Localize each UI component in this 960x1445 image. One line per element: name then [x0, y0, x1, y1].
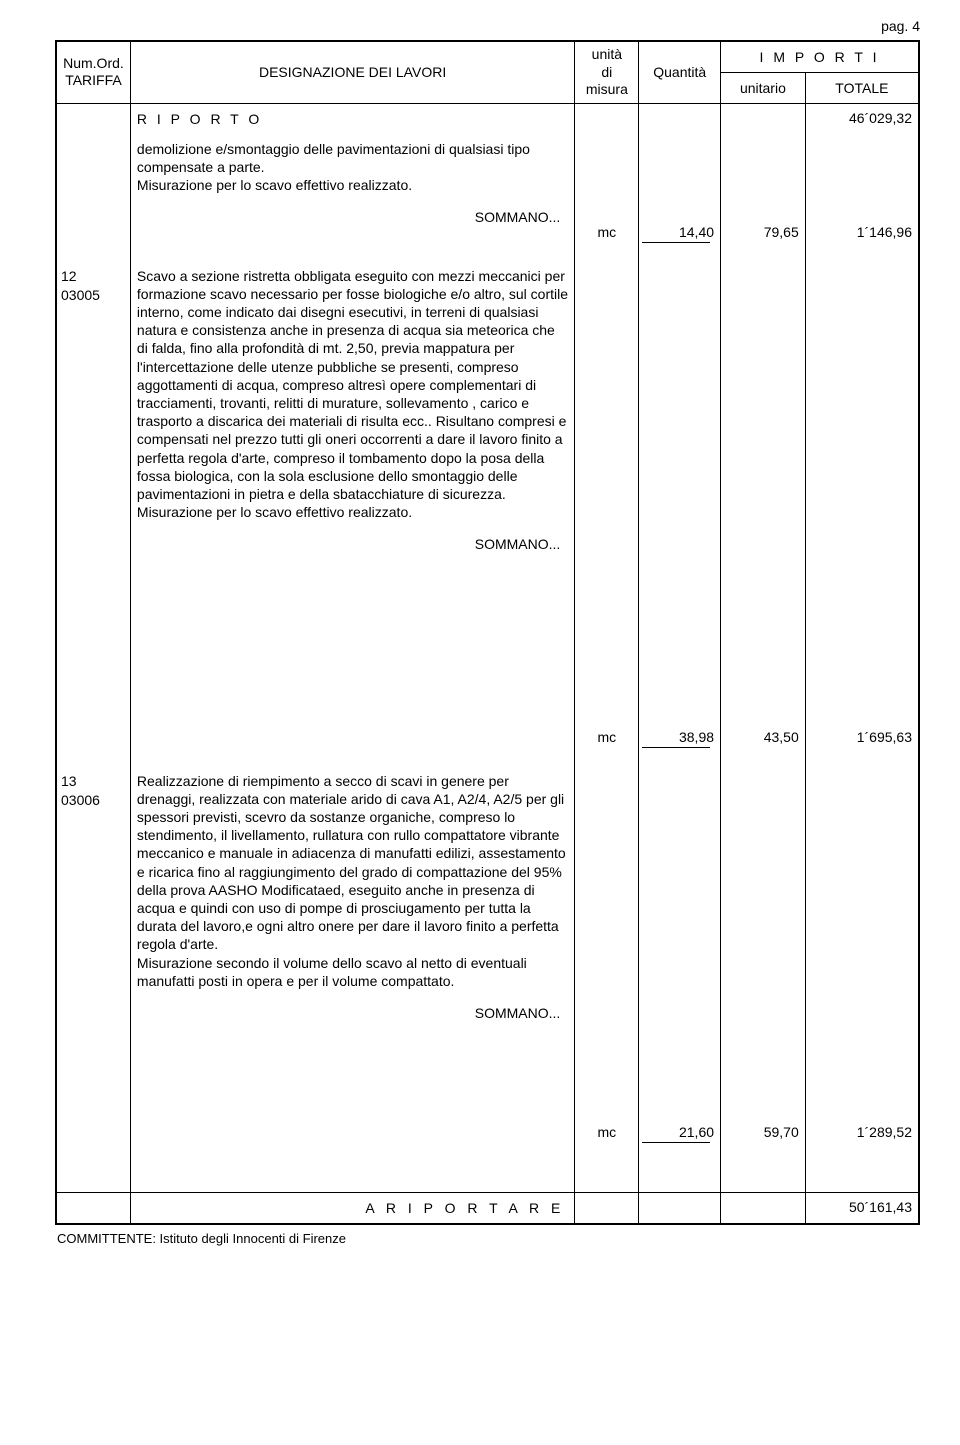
header-quantita: Quantità	[639, 41, 721, 103]
row-totale: 1´695,63	[806, 729, 912, 745]
row-desc: demolizione e/smontaggio delle pavimenta…	[137, 140, 568, 195]
committente-line: COMMITTENTE: Istituto degli Innocenti di…	[55, 1225, 920, 1246]
row-num2: 03005	[61, 287, 100, 303]
row-quant: 21,60	[639, 1124, 714, 1140]
header-designazione: DESIGNAZIONE DEI LAVORI	[130, 41, 574, 103]
spacer-row	[56, 1143, 919, 1193]
row-desc: Realizzazione di riempimento a secco di …	[137, 772, 568, 990]
row-um: mc	[575, 729, 638, 745]
spacer-row	[56, 243, 919, 261]
row-um: mc	[575, 1124, 638, 1140]
table-row: 13 03006 Realizzazione di riempimento a …	[56, 766, 919, 1143]
table-row: demolizione e/smontaggio delle pavimenta…	[56, 134, 919, 243]
main-table: Num.Ord. TARIFFA DESIGNAZIONE DEI LAVORI…	[55, 40, 920, 1225]
sommano-label: SOMMANO...	[137, 1004, 568, 1022]
header-unita-l1: unità	[592, 46, 622, 62]
row-unitario: 79,65	[721, 224, 799, 240]
row-num: 12	[61, 268, 77, 284]
header-numord-l1: Num.Ord.	[63, 55, 124, 71]
row-num: 13	[61, 773, 77, 789]
row-um: mc	[575, 224, 638, 240]
riporto-row: R I P O R T O 46´029,32	[56, 103, 919, 134]
header-unita-l3: misura	[586, 81, 628, 97]
ariportare-totale: 50´161,43	[805, 1193, 919, 1225]
header-numord-l2: TARIFFA	[65, 72, 122, 88]
header-numord: Num.Ord. TARIFFA	[56, 41, 130, 103]
riporto-label: R I P O R T O	[130, 103, 574, 134]
ariportare-row: A R I P O R T A R E 50´161,43	[56, 1193, 919, 1225]
row-totale: 1´289,52	[806, 1124, 912, 1140]
header-unita: unità di misura	[575, 41, 639, 103]
row-quant: 38,98	[639, 729, 714, 745]
header-importi: I M P O R T I	[721, 41, 919, 72]
row-quant: 14,40	[639, 224, 714, 240]
header-unita-l2: di	[601, 64, 612, 80]
row-desc: Scavo a sezione ristretta obbligata eseg…	[137, 267, 568, 522]
row-totale: 1´146,96	[806, 224, 912, 240]
page-number: pag. 4	[55, 18, 920, 34]
riporto-totale: 46´029,32	[805, 103, 919, 134]
sommano-label: SOMMANO...	[137, 208, 568, 226]
row-num2: 03006	[61, 792, 100, 808]
header-unitario: unitario	[721, 72, 806, 103]
sommano-label: SOMMANO...	[137, 535, 568, 553]
ariportare-label: A R I P O R T A R E	[130, 1193, 574, 1225]
header-totale: TOTALE	[805, 72, 919, 103]
row-unitario: 59,70	[721, 1124, 799, 1140]
page-container: pag. 4 Num.Ord. TARIFFA DESIGNAZIONE DEI…	[0, 0, 960, 1276]
table-row: 12 03005 Scavo a sezione ristretta obbli…	[56, 261, 919, 748]
table-header-row1: Num.Ord. TARIFFA DESIGNAZIONE DEI LAVORI…	[56, 41, 919, 72]
row-unitario: 43,50	[721, 729, 799, 745]
spacer-row	[56, 748, 919, 766]
